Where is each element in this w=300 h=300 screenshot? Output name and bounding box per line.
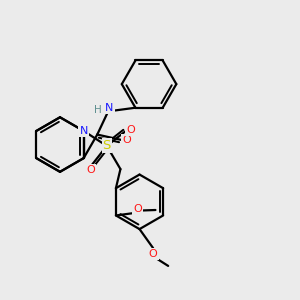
Text: O: O (126, 124, 135, 134)
Text: N: N (80, 126, 88, 136)
Text: O: O (86, 166, 95, 176)
Text: O: O (149, 249, 158, 259)
Text: N: N (105, 103, 114, 113)
Text: H: H (94, 105, 102, 115)
Text: S: S (103, 140, 111, 152)
Text: O: O (122, 135, 131, 145)
Text: O: O (134, 205, 142, 214)
